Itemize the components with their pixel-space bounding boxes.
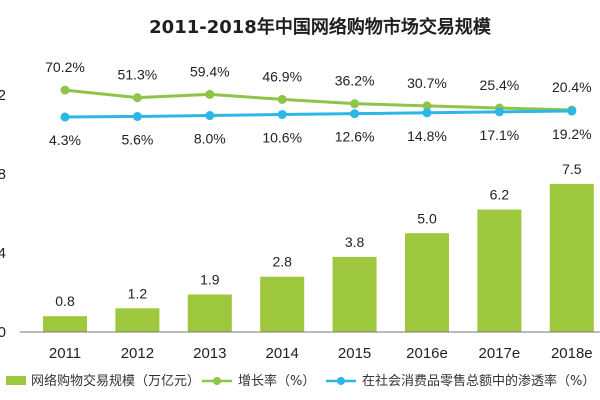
penetration-point — [494, 107, 504, 117]
x-tick-label: 2015 — [338, 345, 371, 362]
x-tick-label: 2014 — [266, 345, 299, 362]
x-axis-ticks: 2011 2012 2013 2014 2015 2016e 2017e 2018e — [49, 345, 593, 362]
growth-rate-point — [422, 101, 432, 111]
growth-rate-point — [132, 93, 142, 103]
growth-rate-point — [350, 99, 360, 109]
legend: 网络购物交易规模（万亿元） 增长率（%） 在社会消费品零售总额中的渗透率（%） — [6, 373, 595, 389]
y-tick-label: 8 — [0, 166, 6, 183]
penetration-label: 14.8% — [407, 128, 447, 144]
bar-value-label: 2.8 — [272, 254, 292, 270]
legend-growth-label: 增长率（%） — [238, 373, 315, 389]
penetration-point — [205, 111, 215, 121]
x-tick-label: 2011 — [49, 345, 81, 362]
growth-rate-point — [60, 85, 70, 95]
x-tick-label: 2016e — [406, 345, 448, 362]
penetration-point — [277, 109, 287, 119]
x-tick-label: 2012 — [121, 345, 154, 362]
legend-growth-marker — [213, 377, 221, 385]
growth-rate-label: 70.2% — [45, 59, 85, 75]
growth-rate-label: 51.3% — [118, 67, 158, 83]
penetration-point — [132, 111, 142, 121]
penetration-label: 5.6% — [121, 131, 153, 147]
x-tick-label: 2018e — [551, 345, 593, 362]
penetration-point — [350, 109, 360, 119]
penetration-label: 4.3% — [49, 132, 81, 148]
penetration-line — [64, 109, 572, 119]
bar-value-label: 3.8 — [345, 234, 365, 250]
growth-rate-label: 46.9% — [262, 68, 302, 84]
bar — [260, 276, 305, 332]
x-tick-label: 2013 — [193, 345, 226, 362]
chart-title: 2011-2018年中国网络购物市场交易规模 — [149, 16, 492, 38]
growth-rate-label: 20.4% — [552, 79, 592, 95]
penetration-point — [60, 112, 70, 122]
growth-rate-label: 36.2% — [335, 73, 375, 89]
y-tick-label: 0 — [0, 324, 6, 341]
penetration-label: 12.6% — [335, 129, 375, 145]
growth-rate-point — [205, 89, 215, 99]
penetration-label: 17.1% — [480, 127, 520, 143]
penetration-label: 19.2% — [552, 126, 592, 142]
legend-bar-label: 网络购物交易规模（万亿元） — [31, 373, 200, 389]
growth-rate-label: 59.4% — [190, 63, 230, 79]
bar — [477, 209, 522, 332]
growth-rate-label: 25.4% — [480, 77, 520, 93]
bar-value-label: 6.2 — [490, 187, 510, 203]
legend-bar-swatch — [6, 376, 26, 385]
bar-value-label: 0.8 — [55, 293, 75, 309]
line-value-labels: 70.2% 51.3% 59.4% 46.9% 36.2% 30.7% 25.4% 20.4%… — [45, 59, 592, 148]
penetration-label: 8.0% — [194, 131, 226, 147]
y-axis-ticks: 0 4 8 12 — [0, 87, 6, 341]
growth-rate-line — [64, 88, 572, 112]
bar — [115, 308, 160, 332]
bar — [549, 183, 594, 332]
growth-rate-point — [277, 94, 287, 104]
penetration-point — [567, 106, 577, 116]
y-tick-label: 12 — [0, 87, 6, 104]
legend-penetration-marker — [337, 377, 345, 385]
penetration-point — [422, 108, 432, 118]
bar — [332, 256, 377, 332]
growth-rate-label: 30.7% — [407, 75, 447, 91]
bar-value-label: 1.2 — [128, 285, 148, 301]
legend-penetration-label: 在社会消费品零售总额中的渗透率（%） — [362, 373, 595, 389]
bar-value-labels: 0.8 1.2 1.9 2.8 3.8 5.0 6.2 7.5 — [55, 161, 581, 309]
bar — [187, 294, 232, 332]
bar-value-label: 7.5 — [562, 161, 582, 177]
bars — [43, 183, 594, 332]
bar — [43, 316, 87, 332]
bar-value-label: 5.0 — [417, 210, 437, 226]
y-tick-label: 4 — [0, 245, 6, 262]
lines — [60, 85, 577, 122]
bar-value-label: 1.9 — [200, 271, 220, 287]
penetration-label: 10.6% — [262, 129, 302, 145]
x-tick-label: 2017e — [479, 345, 521, 362]
bar — [405, 233, 449, 332]
